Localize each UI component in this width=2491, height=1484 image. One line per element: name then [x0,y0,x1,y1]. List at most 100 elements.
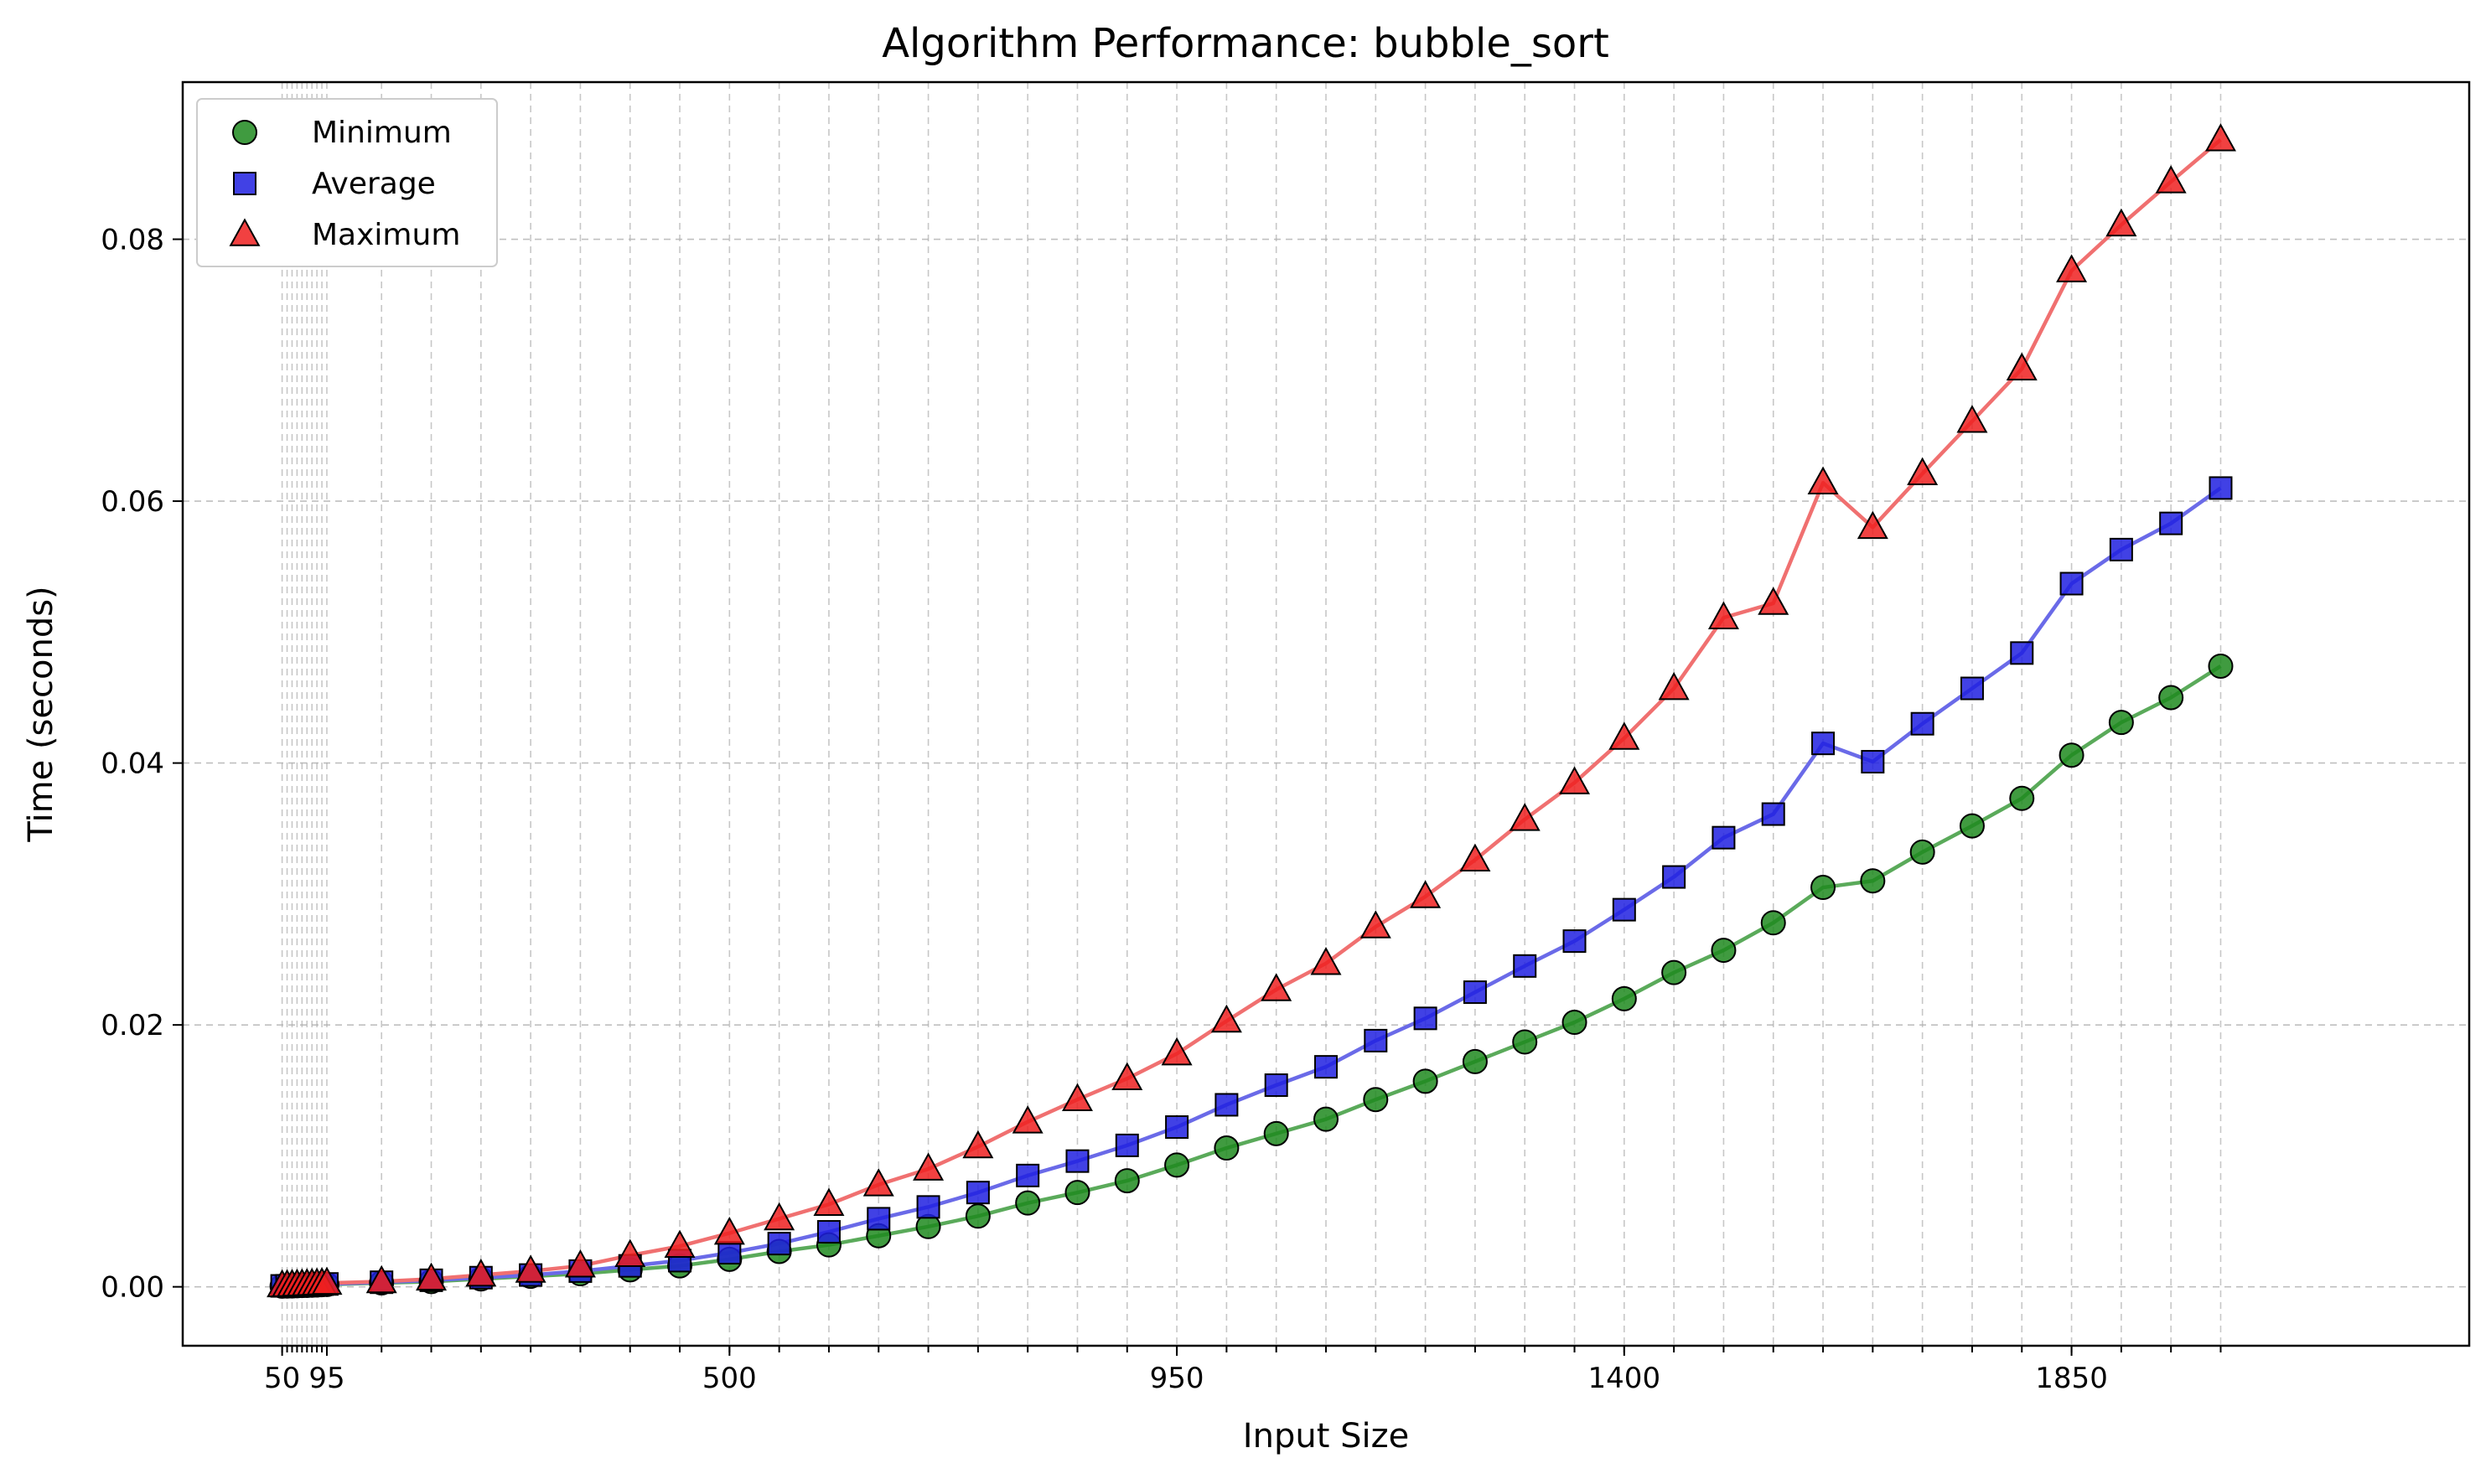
chart-title: Algorithm Performance: bubble_sort [882,20,1609,67]
minimum-point [1164,1152,1190,1178]
minimum-point [1810,875,1836,901]
maximum-point [2105,208,2137,237]
minimum-point [2009,785,2035,811]
average-point [717,1241,742,1265]
legend-minimum-marker [232,120,257,145]
legend-maximum-label: Maximum [312,218,460,252]
x-axis: 50 95 500 950 1400 1850 [264,1346,2222,1395]
minimum-point [965,1203,991,1229]
average-point [1165,1115,1189,1140]
x-tick-label: 950 [1150,1362,1204,1395]
minimum-point [1114,1168,1140,1194]
minimum-point [1214,1135,1240,1161]
maximum-point [862,1168,894,1197]
average-point [1314,1055,1338,1079]
minimum-point [1313,1106,1339,1132]
maximum-point [1707,601,1739,629]
maximum-point [2155,165,2187,194]
average-point [767,1232,791,1256]
y-tick-label: 0.06 [101,485,164,519]
minimum-point [1860,868,1886,894]
plot-area [181,80,2471,1347]
minimum-point [2108,710,2134,736]
minimum-point [1909,839,1935,865]
maximum-point [1161,1037,1193,1066]
minimum-point [1561,1010,1587,1036]
average-point [2209,476,2233,500]
minimum-point [1611,985,1637,1011]
maximum-point [1807,466,1839,494]
average-point [2109,537,2133,561]
average-point [1264,1073,1288,1098]
plot-background [183,82,2469,1346]
maximum-point [913,1152,945,1181]
minimum-point [1263,1120,1289,1146]
average-point [1612,897,1636,922]
minimum-point [1959,813,1985,839]
average-point [1016,1163,1040,1187]
average-point [1662,865,1686,889]
average-point [1364,1028,1388,1052]
x-tick-label: 50 [264,1362,300,1395]
y-tick-label: 0.02 [101,1009,164,1042]
maximum-point [311,1266,343,1295]
maximum-point [1410,880,1442,908]
minimum-point [1661,959,1687,985]
minimum-point [1363,1087,1389,1113]
maximum-point [1459,843,1491,872]
y-tick-label: 0.00 [101,1271,164,1305]
series-markers [267,123,2236,1299]
maximum-point [813,1187,845,1217]
maximum-series-markers [267,123,2236,1298]
average-point [867,1207,891,1231]
average-point [1910,711,1934,736]
x-axis-label: Input Size [1243,1417,1409,1456]
average-point [1960,676,1984,701]
maximum-point [713,1216,745,1245]
maximum-point [664,1229,696,1259]
maximum-point [465,1258,497,1287]
y-tick-label: 0.08 [101,224,164,257]
average-point [2059,571,2084,596]
maximum-point [1608,721,1640,750]
average-point [966,1181,990,1205]
x-tick-label: 1400 [1588,1362,1661,1395]
maximum-point [2204,123,2236,152]
average-point [1712,825,1736,850]
legend-minimum-label: Minimum [312,116,452,150]
minimum-point [1064,1180,1090,1206]
average-point [2159,511,2183,535]
maximum-point [1658,671,1690,701]
minimum-point [2158,685,2184,711]
legend-box [196,98,498,267]
maximum-point [1261,973,1292,1001]
legend-maximum-marker [229,218,261,246]
minimum-point [1711,938,1737,964]
average-point [1463,980,1487,1005]
maximum-point [1359,910,1391,938]
average-point [1811,732,1836,756]
minimum-point [1512,1029,1538,1055]
legend: Minimum Average Maximum [196,98,498,267]
minimum-point [1760,910,1786,936]
average-point [1115,1133,1139,1157]
maximum-point [2056,254,2088,282]
average-point [1861,750,1885,774]
average-point [1513,954,1537,978]
maximum-point [1907,457,1939,486]
maximum-point [1758,587,1789,615]
minimum-point [2059,742,2084,768]
minimum-point [1412,1068,1438,1094]
x-tick-label: 500 [702,1362,757,1395]
legend-average-label: Average [312,167,436,201]
maximum-point [1012,1105,1044,1134]
average-point [816,1220,841,1244]
average-point [1562,929,1587,954]
x-tick-label: 95 [308,1362,344,1395]
maximum-point [764,1202,795,1231]
maximum-point [1210,1004,1242,1033]
maximum-point [365,1264,397,1294]
average-point [1214,1093,1239,1117]
maximum-point [2006,352,2038,381]
